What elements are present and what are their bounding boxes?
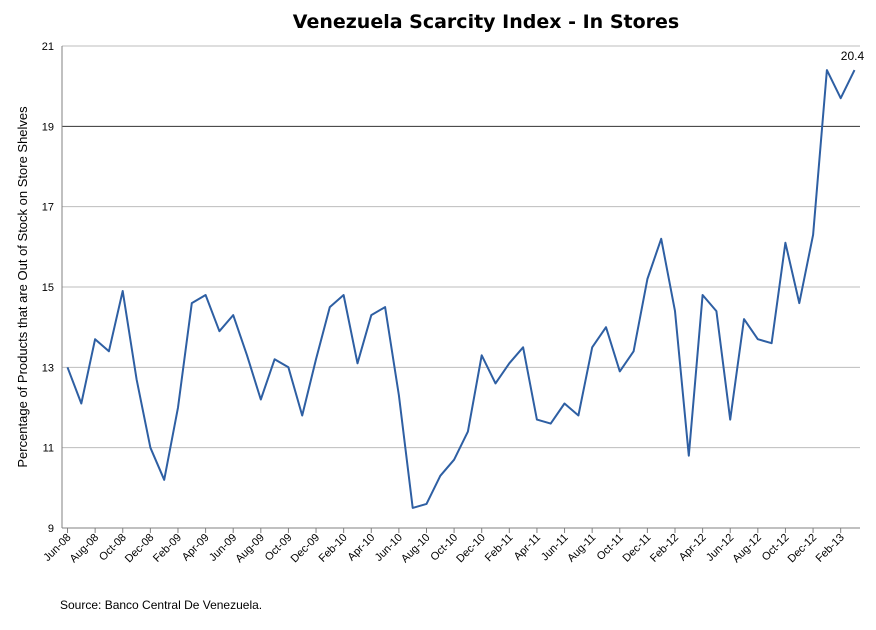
y-tick-labels: 9 11 13 15 17 19 21 xyxy=(42,41,54,535)
y-axis-label: Percentage of Products that are Out of S… xyxy=(15,106,30,468)
series-line xyxy=(66,69,856,509)
x-tick-label-Apr-09: Apr-09 xyxy=(180,532,212,564)
y-tick-label-15: 15 xyxy=(42,282,54,294)
chart-title: Venezuela Scarcity Index - In Stores xyxy=(293,11,679,33)
x-tick-labels: Jun-08Aug-08Oct-08Dec-08Feb-09Apr-09Jun-… xyxy=(41,532,846,566)
y-tick-label-13: 13 xyxy=(42,362,54,374)
x-tick-label-Feb-09: Feb-09 xyxy=(151,532,184,565)
x-tick-label-Apr-12: Apr-12 xyxy=(677,532,709,564)
x-tick-label-Dec-08: Dec-08 xyxy=(123,532,157,566)
y-tick-label-9: 9 xyxy=(48,523,54,535)
x-tick-label-Apr-11: Apr-11 xyxy=(512,532,543,563)
x-tick-label-Aug-09: Aug-09 xyxy=(233,532,267,566)
x-tick-label-Aug-12: Aug-12 xyxy=(730,532,764,566)
x-tick-label-Feb-12: Feb-12 xyxy=(648,532,681,565)
last-value-label: 20.4 xyxy=(841,49,865,63)
x-tick-label-Feb-11: Feb-11 xyxy=(483,532,516,565)
x-tick-label-Jun-11: Jun-11 xyxy=(539,532,571,564)
x-tick-label-Aug-10: Aug-10 xyxy=(399,532,433,566)
x-tick-label-Apr-10: Apr-10 xyxy=(346,532,378,564)
x-tick-label-Feb-10: Feb-10 xyxy=(317,532,350,565)
axes xyxy=(61,46,860,533)
y-tick-label-17: 17 xyxy=(42,202,54,214)
x-tick-label-Dec-09: Dec-09 xyxy=(289,532,323,566)
x-tick-label-Dec-11: Dec-11 xyxy=(621,532,654,565)
y-tick-label-21: 21 xyxy=(42,41,54,53)
x-tick-label-Aug-08: Aug-08 xyxy=(68,532,102,566)
gridlines xyxy=(62,45,860,449)
source-note: Source: Banco Central De Venezuela. xyxy=(60,598,263,612)
x-tick-label-Aug-11: Aug-11 xyxy=(565,532,598,565)
y-tick-label-19: 19 xyxy=(42,121,54,133)
x-tick-label-Feb-13: Feb-13 xyxy=(814,532,847,565)
x-tick-label-Dec-12: Dec-12 xyxy=(786,532,820,566)
y-tick-label-11: 11 xyxy=(43,443,54,455)
x-tick-label-Dec-10: Dec-10 xyxy=(454,532,488,566)
